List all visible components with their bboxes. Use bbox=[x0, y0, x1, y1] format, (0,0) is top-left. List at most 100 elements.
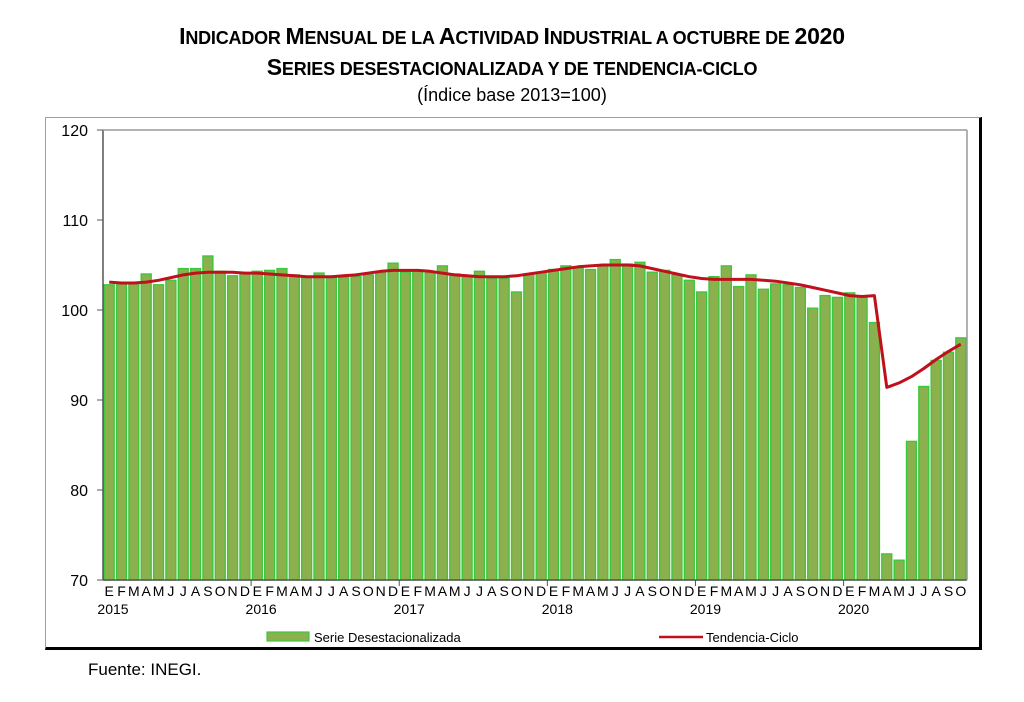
x-month-label: A bbox=[191, 583, 201, 599]
bar bbox=[412, 269, 424, 581]
bar bbox=[695, 291, 708, 581]
bar bbox=[103, 284, 115, 581]
subtitle-part: ERIES DESESTACIONALIZADA Y DE TENDENCIA-… bbox=[281, 59, 758, 79]
x-year-label: 2020 bbox=[838, 601, 869, 617]
x-month-label: A bbox=[339, 583, 349, 599]
x-month-label: E bbox=[697, 583, 706, 599]
bar bbox=[807, 307, 819, 581]
x-month-label: F bbox=[562, 583, 571, 599]
x-month-label: J bbox=[464, 583, 471, 599]
bar bbox=[375, 272, 387, 581]
bar bbox=[671, 274, 683, 581]
x-month-label: S bbox=[944, 583, 953, 599]
bar bbox=[300, 276, 313, 581]
legend-bar-swatch bbox=[266, 631, 310, 642]
x-month-label: M bbox=[301, 583, 313, 599]
bar bbox=[831, 296, 844, 581]
legend-line-label: Tendencia-Ciclo bbox=[706, 630, 799, 645]
y-tick-label: 100 bbox=[61, 303, 88, 320]
bar bbox=[152, 284, 165, 581]
title-part: CTIVIDAD bbox=[455, 28, 544, 48]
title-part: 2020 bbox=[794, 23, 846, 49]
x-month-label: M bbox=[720, 583, 732, 599]
bar bbox=[930, 359, 942, 581]
x-year-label: 2015 bbox=[97, 601, 128, 617]
trend-series bbox=[109, 263, 962, 389]
x-month-label: M bbox=[745, 583, 757, 599]
title-part: NDUSTRIAL A OCTUBRE DE bbox=[549, 28, 795, 48]
bar bbox=[918, 385, 930, 581]
x-month-label: J bbox=[328, 583, 335, 599]
x-month-label: M bbox=[449, 583, 461, 599]
bar bbox=[708, 276, 720, 581]
x-month-label: J bbox=[180, 583, 187, 599]
bar bbox=[115, 283, 128, 581]
x-month-label: N bbox=[524, 583, 534, 599]
bar bbox=[757, 288, 770, 581]
bar bbox=[350, 276, 362, 581]
bar bbox=[584, 268, 597, 581]
y-tick-label: 110 bbox=[62, 213, 88, 230]
x-month-label: J bbox=[612, 583, 619, 599]
bar bbox=[535, 271, 547, 581]
bar bbox=[387, 262, 399, 581]
x-month-label: E bbox=[253, 583, 262, 599]
x-year-label: 2018 bbox=[542, 601, 573, 617]
bar bbox=[251, 270, 263, 581]
x-month-label: N bbox=[228, 583, 238, 599]
x-month-label: M bbox=[153, 583, 165, 599]
bar bbox=[325, 276, 338, 581]
bar-series bbox=[103, 255, 967, 581]
x-month-label: D bbox=[832, 583, 842, 599]
bar bbox=[770, 283, 782, 581]
bar bbox=[486, 277, 498, 581]
bar bbox=[893, 559, 905, 581]
bar bbox=[239, 272, 251, 581]
x-month-label: S bbox=[499, 583, 508, 599]
bar bbox=[140, 273, 152, 581]
x-month-label: J bbox=[760, 583, 767, 599]
x-month-label: M bbox=[424, 583, 436, 599]
bar bbox=[621, 263, 634, 581]
bar bbox=[732, 285, 745, 581]
x-month-label: J bbox=[772, 583, 779, 599]
x-month-label: E bbox=[104, 583, 113, 599]
bar bbox=[720, 265, 732, 581]
x-month-label: S bbox=[796, 583, 805, 599]
bar bbox=[782, 284, 794, 581]
bar bbox=[683, 279, 695, 581]
title-part: I bbox=[543, 23, 550, 49]
chart-header: INDICADOR MENSUAL DE LA ACTIVIDAD INDUST… bbox=[0, 22, 1024, 106]
x-month-label: D bbox=[240, 583, 250, 599]
title-part: NDICADOR bbox=[185, 28, 286, 48]
bar bbox=[214, 270, 226, 581]
x-month-label: O bbox=[659, 583, 670, 599]
y-tick-label: 90 bbox=[70, 393, 88, 410]
bar bbox=[276, 267, 288, 581]
x-month-label: O bbox=[955, 583, 966, 599]
bar bbox=[819, 294, 831, 581]
x-month-label: M bbox=[597, 583, 609, 599]
axes: 70 80 90 100 110 120 bbox=[61, 123, 968, 590]
x-month-label: A bbox=[586, 583, 596, 599]
x-month-label: A bbox=[142, 583, 152, 599]
trend-line bbox=[109, 263, 962, 389]
title-part: I bbox=[179, 23, 186, 49]
x-month-label: O bbox=[363, 583, 374, 599]
bar bbox=[523, 273, 535, 581]
bar bbox=[189, 267, 202, 581]
x-month-label: M bbox=[869, 583, 881, 599]
bar bbox=[844, 292, 856, 581]
bar bbox=[202, 255, 214, 581]
x-month-label: J bbox=[476, 583, 483, 599]
x-month-label: M bbox=[572, 583, 584, 599]
bar bbox=[942, 351, 955, 581]
y-tick-label: 80 bbox=[70, 483, 88, 500]
bar bbox=[868, 321, 881, 581]
x-month-label: D bbox=[684, 583, 694, 599]
base-note: (Índice base 2013=100) bbox=[417, 85, 607, 105]
bar bbox=[794, 286, 807, 581]
bar bbox=[745, 274, 757, 581]
